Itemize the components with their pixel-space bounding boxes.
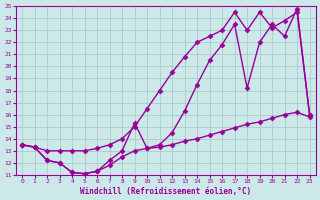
- X-axis label: Windchill (Refroidissement éolien,°C): Windchill (Refroidissement éolien,°C): [80, 187, 252, 196]
